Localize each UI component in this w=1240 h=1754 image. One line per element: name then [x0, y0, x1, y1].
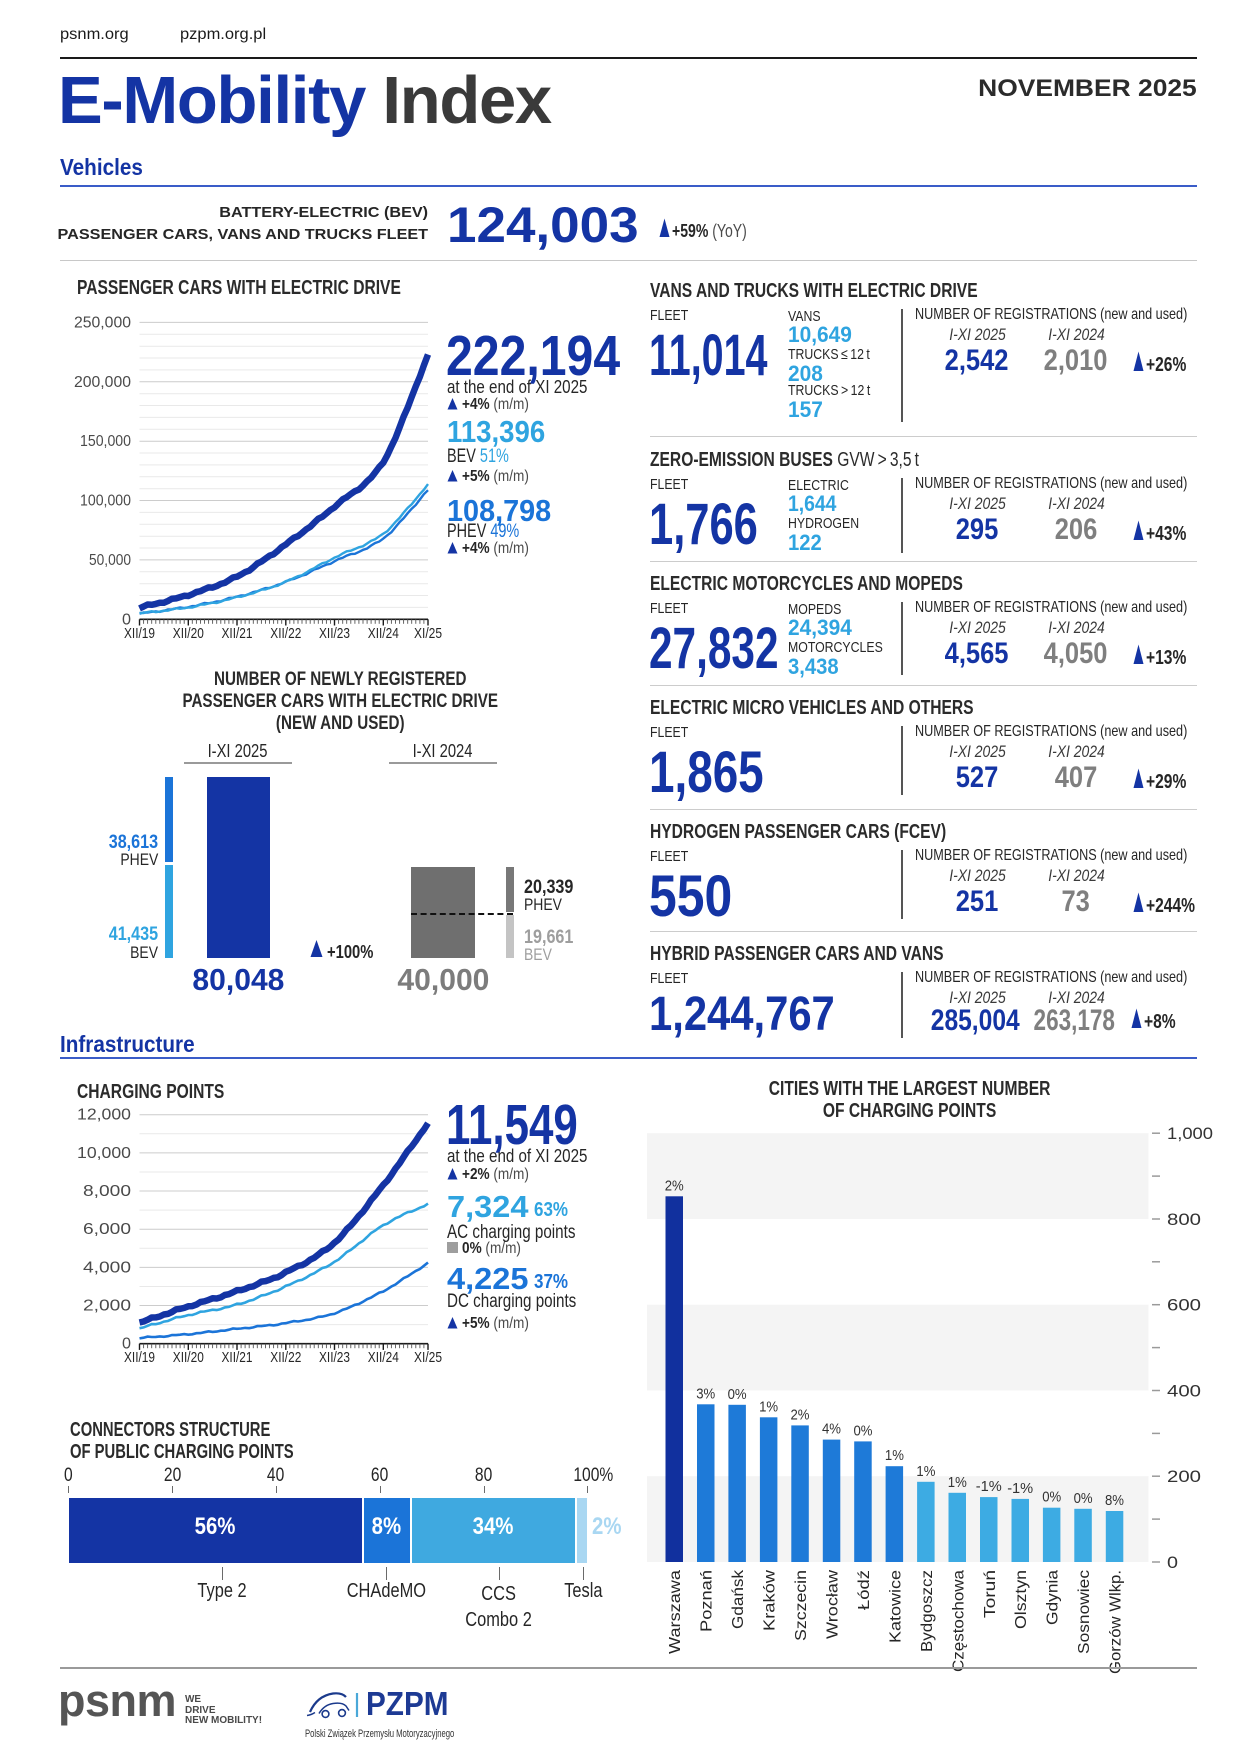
svg-text:-1%: -1% — [1007, 1480, 1033, 1497]
svg-text:10,000: 10,000 — [77, 1145, 131, 1162]
svg-text:0%: 0% — [1074, 1490, 1093, 1507]
svg-text:Bydgoszcz: Bydgoszcz — [919, 1570, 936, 1652]
svg-text:Sosnowiec: Sosnowiec — [1076, 1570, 1093, 1654]
svg-text:Toruń: Toruń — [982, 1570, 999, 1618]
svg-text:XII/23: XII/23 — [319, 625, 350, 642]
svg-text:4,000: 4,000 — [83, 1259, 131, 1276]
svg-text:Warszawa: Warszawa — [667, 1570, 684, 1654]
svg-text:XII/22: XII/22 — [270, 1349, 301, 1366]
svg-text:200: 200 — [1167, 1467, 1201, 1486]
svg-text:1%: 1% — [759, 1398, 778, 1415]
svg-text:Olsztyn: Olsztyn — [1013, 1570, 1030, 1629]
svg-text:100,000: 100,000 — [80, 493, 131, 510]
svg-text:Szczecin: Szczecin — [793, 1570, 810, 1641]
svg-text:0: 0 — [122, 611, 131, 628]
svg-text:Poznań: Poznań — [699, 1570, 716, 1632]
svg-text:XI/25: XI/25 — [414, 1349, 442, 1366]
svg-text:XI/25: XI/25 — [414, 625, 442, 642]
svg-text:Katowice: Katowice — [887, 1570, 904, 1643]
svg-text:400: 400 — [1167, 1382, 1201, 1401]
svg-text:50,000: 50,000 — [89, 552, 131, 569]
svg-text:600: 600 — [1167, 1296, 1201, 1315]
svg-text:8%: 8% — [1105, 1492, 1124, 1509]
svg-text:1%: 1% — [948, 1474, 967, 1491]
svg-text:Gorzów Wlkp.: Gorzów Wlkp. — [1108, 1570, 1125, 1674]
svg-text:XII/21: XII/21 — [222, 1349, 253, 1366]
svg-text:200,000: 200,000 — [74, 374, 131, 391]
svg-text:6,000: 6,000 — [83, 1221, 131, 1238]
svg-text:1%: 1% — [916, 1463, 935, 1480]
svg-text:XII/19: XII/19 — [124, 1349, 155, 1366]
svg-text:Wrocław: Wrocław — [825, 1569, 842, 1639]
svg-text:1%: 1% — [885, 1447, 904, 1464]
svg-text:XII/19: XII/19 — [124, 625, 155, 642]
svg-text:0: 0 — [1167, 1553, 1178, 1572]
svg-text:0%: 0% — [728, 1386, 747, 1403]
svg-text:8,000: 8,000 — [83, 1183, 131, 1200]
svg-text:1,000: 1,000 — [1167, 1124, 1213, 1143]
svg-text:XII/21: XII/21 — [222, 625, 253, 642]
svg-text:150,000: 150,000 — [80, 433, 131, 450]
svg-text:4%: 4% — [822, 1421, 841, 1438]
svg-text:Częstochowa: Częstochowa — [950, 1570, 967, 1672]
svg-text:XII/24: XII/24 — [368, 1349, 399, 1366]
svg-text:XII/22: XII/22 — [270, 625, 301, 642]
svg-text:-1%: -1% — [976, 1478, 1002, 1495]
svg-text:Łódź: Łódź — [856, 1570, 873, 1610]
svg-text:0%: 0% — [1042, 1489, 1061, 1506]
svg-text:Kraków: Kraków — [762, 1569, 779, 1631]
svg-text:XII/24: XII/24 — [368, 625, 399, 642]
svg-text:0%: 0% — [854, 1422, 873, 1439]
svg-text:Gdańsk: Gdańsk — [730, 1569, 747, 1629]
svg-text:3%: 3% — [696, 1385, 715, 1402]
svg-text:0: 0 — [122, 1336, 131, 1353]
svg-text:12,000: 12,000 — [77, 1107, 131, 1124]
svg-text:800: 800 — [1167, 1210, 1201, 1229]
svg-text:Gdynia: Gdynia — [1045, 1570, 1062, 1625]
svg-text:2%: 2% — [791, 1406, 810, 1423]
svg-text:XII/20: XII/20 — [173, 625, 204, 642]
svg-text:2,000: 2,000 — [83, 1298, 131, 1315]
svg-text:XII/23: XII/23 — [319, 1349, 350, 1366]
svg-text:XII/20: XII/20 — [173, 1349, 204, 1366]
svg-text:250,000: 250,000 — [74, 314, 131, 331]
svg-text:2%: 2% — [665, 1177, 684, 1194]
